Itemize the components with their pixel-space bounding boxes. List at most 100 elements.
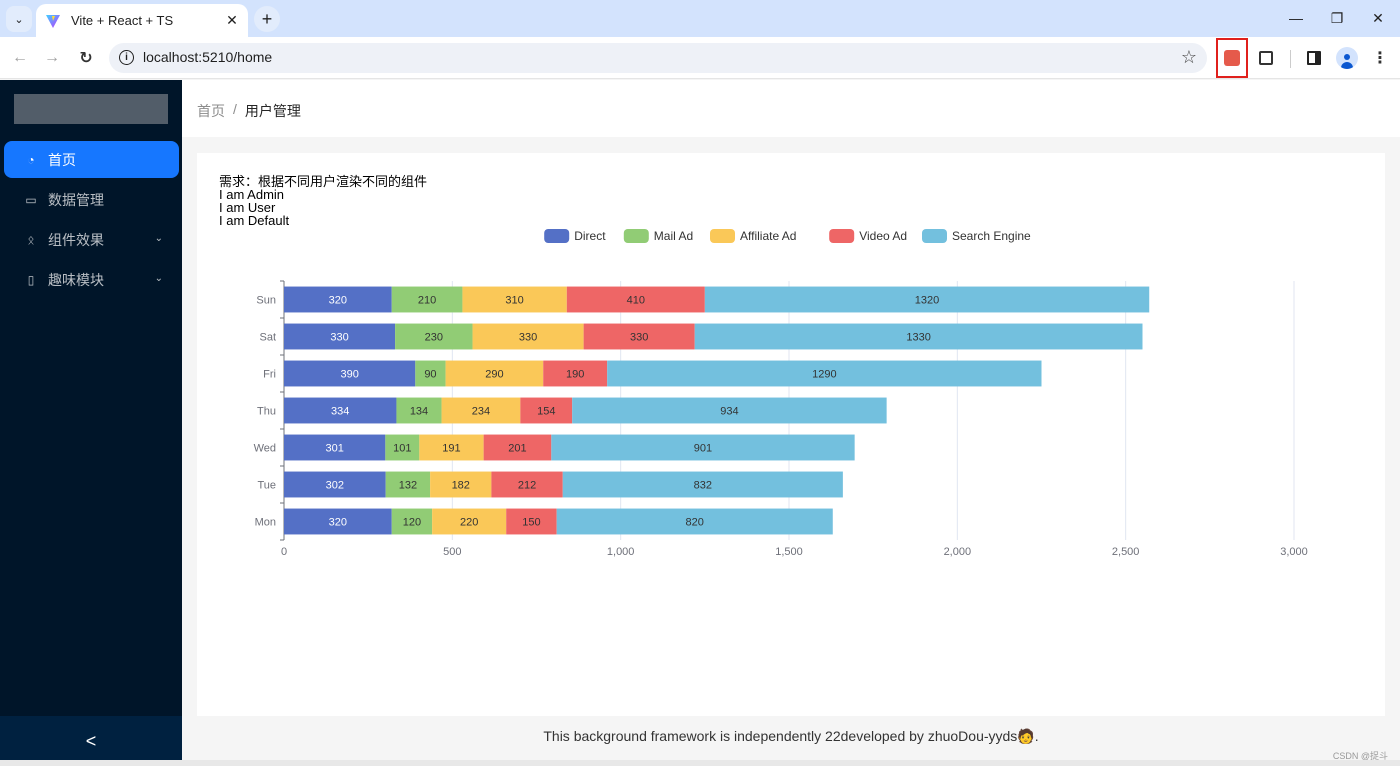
bar-segment bbox=[430, 471, 492, 498]
side-panel-icon[interactable] bbox=[1301, 45, 1327, 71]
requirement-title: 需求：根据不同用户渲染不同的组件 bbox=[219, 174, 428, 189]
y-tick-label: Sat bbox=[259, 332, 276, 344]
profile-icon[interactable] bbox=[1334, 45, 1360, 71]
vite-favicon-icon bbox=[46, 14, 60, 28]
bar-segment bbox=[491, 471, 563, 498]
bar-segment bbox=[284, 323, 396, 350]
bar-value-label: 390 bbox=[340, 369, 358, 381]
desktop-icon: ▭ bbox=[25, 192, 37, 207]
x-tick-label: 500 bbox=[443, 546, 461, 558]
bar-value-label: 901 bbox=[694, 443, 712, 455]
bar-value-label: 190 bbox=[566, 369, 584, 381]
bar-value-label: 234 bbox=[472, 406, 490, 418]
breadcrumb-current: 用户管理 bbox=[244, 103, 301, 119]
extension-icon[interactable] bbox=[1219, 45, 1245, 71]
y-tick-label: Fri bbox=[263, 369, 276, 381]
bar-segment bbox=[543, 360, 608, 387]
bar-value-label: 290 bbox=[485, 369, 503, 381]
bar-segment bbox=[284, 397, 397, 424]
face-emoji-icon: 🧑 bbox=[1017, 728, 1035, 744]
logo-placeholder bbox=[14, 94, 168, 124]
pie-chart-icon: ◔ bbox=[27, 152, 35, 167]
requirement-text-block: 需求：根据不同用户渲染不同的组件 I am Admin I am User I … bbox=[219, 175, 427, 227]
bar-value-label: 302 bbox=[326, 480, 344, 492]
bar-value-label: 832 bbox=[694, 480, 712, 492]
legend-swatch bbox=[922, 229, 947, 243]
x-tick-label: 3,000 bbox=[1280, 546, 1308, 558]
bar-segment bbox=[572, 397, 887, 424]
address-bar[interactable]: i localhost:5210/home ☆ bbox=[109, 43, 1207, 73]
bar-value-label: 132 bbox=[399, 480, 417, 492]
plus-icon: + bbox=[261, 8, 273, 29]
bar-value-label: 101 bbox=[393, 443, 411, 455]
bar-value-label: 320 bbox=[329, 295, 347, 307]
legend-swatch bbox=[710, 229, 735, 243]
sidebar-item-label: 趣味模块 bbox=[48, 271, 104, 288]
sidebar-item-label: 组件效果 bbox=[48, 231, 104, 248]
legend-label: Affiliate Ad bbox=[740, 229, 796, 243]
extension-badge-icon bbox=[1224, 50, 1240, 66]
toolbar-divider bbox=[1290, 50, 1291, 68]
breadcrumb: 首页 / 用户管理 bbox=[197, 101, 301, 121]
collapse-sidebar-button[interactable]: < bbox=[0, 716, 182, 766]
forward-icon[interactable]: → bbox=[44, 49, 60, 66]
bar-segment bbox=[284, 434, 386, 461]
bar-segment bbox=[562, 471, 843, 498]
sidebar-item-home[interactable]: ◔ 首页 bbox=[4, 141, 179, 178]
url-text[interactable]: localhost:5210/home bbox=[143, 49, 273, 65]
star-icon[interactable]: ☆ bbox=[1180, 47, 1197, 67]
legend-swatch bbox=[544, 229, 570, 243]
tab-list-button[interactable]: ⌄ bbox=[6, 6, 32, 32]
bar-segment bbox=[556, 508, 833, 535]
puzzle-icon[interactable] bbox=[1253, 45, 1279, 71]
x-tick-label: 2,000 bbox=[944, 546, 972, 558]
bar-segment bbox=[385, 471, 431, 498]
chevron-left-icon: < bbox=[85, 730, 97, 751]
bar-value-label: 310 bbox=[505, 295, 523, 307]
minimize-icon[interactable]: — bbox=[1289, 10, 1303, 26]
sidebar-item-label: 数据管理 bbox=[48, 191, 104, 208]
legend-swatch bbox=[623, 229, 649, 243]
x-tick-label: 1,000 bbox=[607, 546, 635, 558]
bar-segment bbox=[391, 286, 463, 313]
x-tick-label: 1,500 bbox=[775, 546, 803, 558]
bar-value-label: 1330 bbox=[906, 332, 930, 344]
bar-value-label: 150 bbox=[522, 517, 540, 529]
browser-tab-bar: ⌄ Vite + React + TS ✕ + — ❐ ✕ bbox=[0, 0, 1400, 37]
bar-segment bbox=[704, 286, 1150, 313]
side-panel-shape bbox=[1307, 51, 1321, 65]
back-icon[interactable]: ← bbox=[12, 49, 28, 66]
bar-segment bbox=[415, 360, 446, 387]
bar-segment bbox=[694, 323, 1143, 350]
info-icon[interactable]: i bbox=[119, 50, 134, 65]
sidebar-item-data-management[interactable]: ▭ 数据管理 bbox=[4, 181, 179, 218]
bar-segment bbox=[284, 508, 392, 535]
bar-value-label: 182 bbox=[452, 480, 470, 492]
breadcrumb-home[interactable]: 首页 bbox=[197, 103, 225, 119]
chevron-down-icon: ⌄ bbox=[154, 233, 163, 244]
sidebar-item-fun-modules[interactable]: ▯ 趣味模块 ⌄ bbox=[4, 261, 179, 298]
bar-segment bbox=[391, 508, 433, 535]
legend-swatch bbox=[829, 229, 855, 243]
menu-icon[interactable]: ⋮ bbox=[1372, 50, 1388, 67]
bar-value-label: 90 bbox=[424, 369, 436, 381]
reload-icon[interactable]: ↻ bbox=[79, 50, 93, 67]
bar-segment bbox=[551, 434, 855, 461]
restore-icon[interactable]: ❐ bbox=[1330, 9, 1344, 26]
bar-value-label: 154 bbox=[537, 406, 555, 418]
extension-highlight-box bbox=[1216, 38, 1248, 78]
close-tab-icon[interactable]: ✕ bbox=[226, 12, 238, 28]
new-tab-button[interactable]: + bbox=[254, 6, 280, 32]
bar-value-label: 410 bbox=[627, 295, 645, 307]
close-window-icon[interactable]: ✕ bbox=[1372, 9, 1384, 26]
puzzle-shape bbox=[1259, 51, 1273, 65]
admin-line: I am Admin bbox=[219, 187, 285, 202]
tab-title: Vite + React + TS bbox=[71, 13, 174, 28]
browser-tab[interactable]: Vite + React + TS ✕ bbox=[36, 4, 248, 37]
legend-label: Video Ad bbox=[859, 229, 907, 243]
x-tick-label: 0 bbox=[281, 546, 287, 558]
sidebar-item-components[interactable]: ᛟ 组件效果 ⌄ bbox=[4, 221, 179, 258]
bar-value-label: 230 bbox=[425, 332, 443, 344]
bar-value-label: 334 bbox=[331, 406, 349, 418]
bar-segment bbox=[441, 397, 521, 424]
